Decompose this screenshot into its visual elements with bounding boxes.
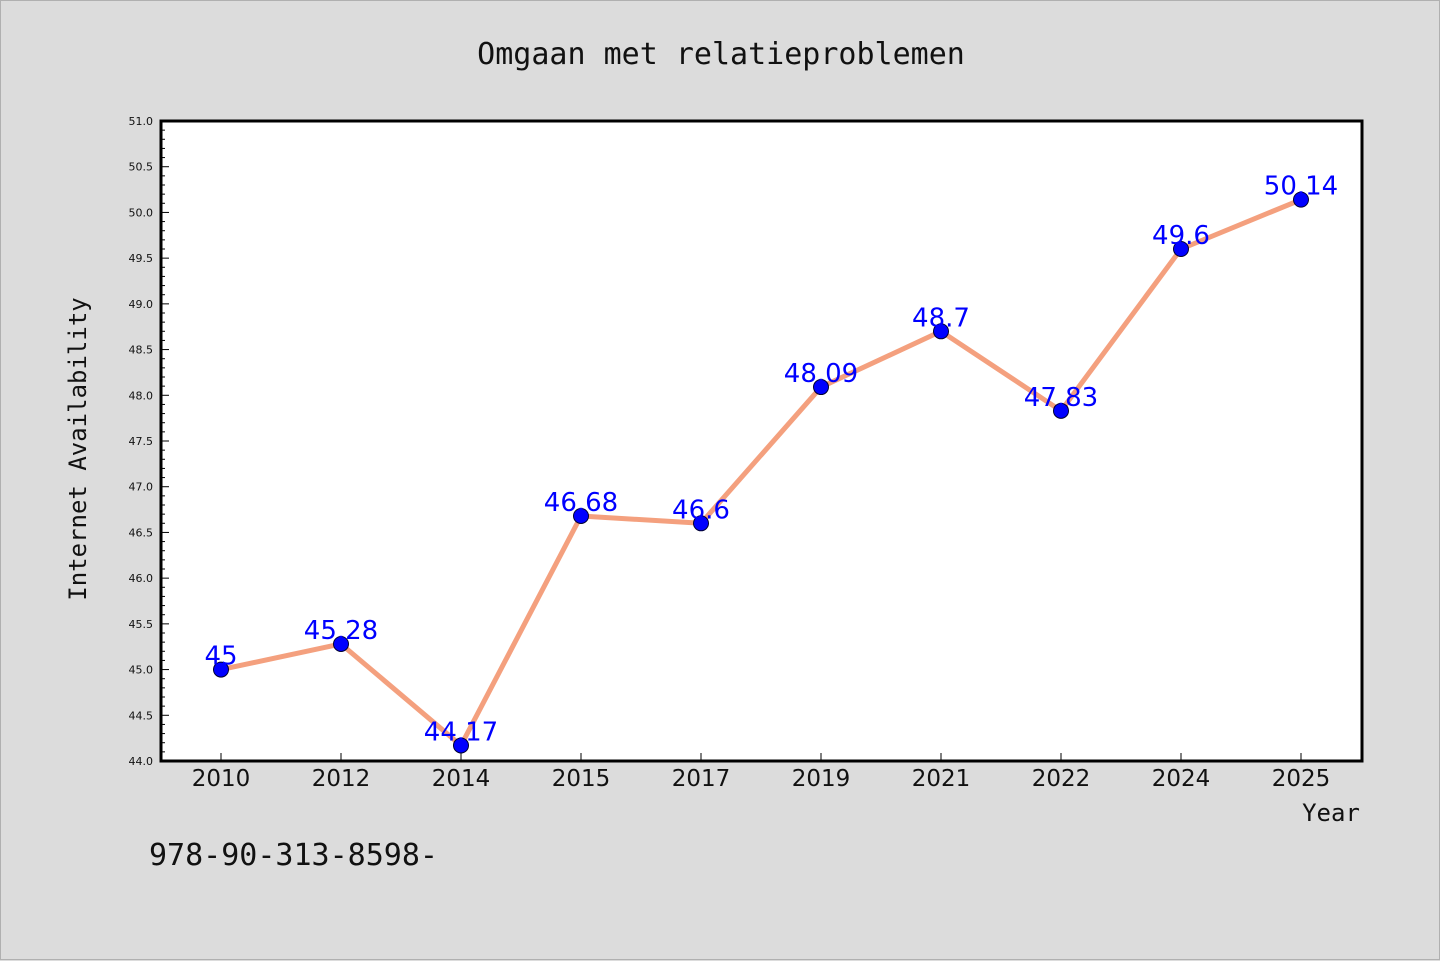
chart-title: Omgaan met relatieproblemen	[477, 37, 965, 72]
data-labels-group: 45 45.28 44.17 46.68 46.6 48.09 48.7 47.83 49.6 5…	[204, 172, 1338, 748]
x-tick-label: 2022	[1032, 766, 1091, 792]
x-axis-label: Year	[1302, 799, 1360, 827]
x-tick-label: 2014	[432, 766, 491, 792]
y-tick-label: 45.0	[129, 664, 154, 677]
y-tick-label: 50.0	[129, 206, 154, 219]
x-tick-label: 2024	[1152, 766, 1211, 792]
data-label: 49.6	[1152, 221, 1210, 251]
y-tick-label: 44.5	[129, 709, 154, 722]
data-point	[693, 515, 709, 532]
data-point	[213, 661, 229, 678]
data-point	[813, 379, 829, 396]
data-point	[453, 737, 469, 754]
data-label: 45	[204, 642, 237, 672]
data-label: 50.14	[1264, 172, 1338, 202]
x-tick-label: 2015	[552, 766, 611, 792]
x-tick-label: 2010	[192, 766, 251, 792]
data-point	[333, 635, 349, 652]
data-point	[573, 507, 589, 524]
markers-group	[213, 191, 1309, 754]
y-tick-label: 47.0	[129, 481, 154, 494]
data-label: 44.17	[424, 717, 498, 747]
y-tick-label: 46.5	[129, 526, 154, 539]
series-line	[218, 197, 1304, 748]
y-tick-label: 44.0	[129, 755, 154, 768]
y-tick-label: 50.5	[129, 161, 154, 174]
y-tick-label: 49.0	[129, 298, 154, 311]
y-tick-label: 46.0	[129, 572, 154, 585]
data-point	[933, 323, 949, 340]
x-tick-label: 2017	[672, 766, 731, 792]
data-point	[1053, 402, 1069, 419]
data-point	[1173, 241, 1189, 257]
y-tick-label: 48.5	[129, 344, 154, 357]
y-axis: 44.0 44.5 45.0 45.5 46.0 46.5 47.0 47.5 48.0 48.5…	[129, 115, 169, 768]
data-label: 46.6	[672, 495, 730, 525]
y-tick-label: 51.0	[129, 115, 154, 128]
data-label: 48.7	[912, 303, 970, 333]
y-tick-label: 49.5	[129, 252, 154, 265]
series-line-group	[218, 197, 1304, 748]
data-label: 46.68	[544, 488, 618, 518]
data-point	[1293, 191, 1309, 208]
x-tick-label: 2021	[912, 766, 971, 792]
y-tick-label: 45.5	[129, 618, 154, 631]
y-axis-label: Internet Availability	[64, 297, 92, 600]
y-tick-label: 48.0	[129, 389, 154, 402]
data-label: 48.09	[784, 359, 858, 389]
plot-area	[159, 119, 1364, 763]
isbn-text: 978-90-313-8598-	[149, 838, 438, 873]
y-tick-label: 47.5	[129, 435, 154, 448]
data-label: 45.28	[304, 616, 378, 646]
x-tick-label: 2025	[1272, 766, 1331, 792]
x-tick-label: 2019	[792, 766, 851, 792]
data-label: 47.83	[1024, 383, 1098, 413]
x-axis: 2010 2012 2014 2015 2017 2019 2021 2022 2024 2025	[192, 753, 1331, 792]
x-tick-label: 2012	[312, 766, 371, 792]
